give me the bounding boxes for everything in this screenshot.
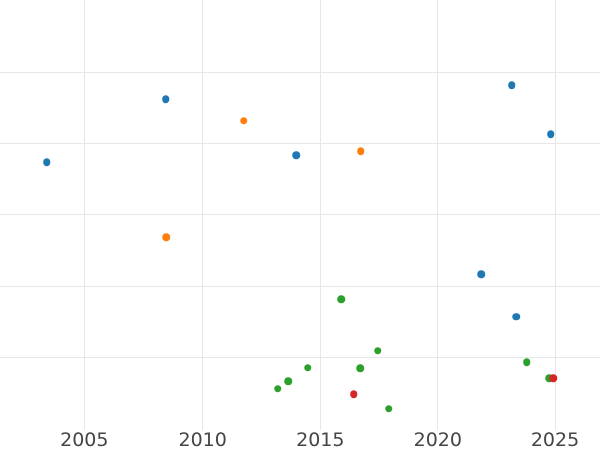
y-gridline bbox=[0, 71, 600, 73]
x-tick-label: 2005 bbox=[60, 429, 109, 450]
series-blue-point bbox=[161, 95, 170, 104]
series-orange-point bbox=[356, 147, 365, 155]
series-green-point bbox=[337, 295, 346, 304]
series-blue-point bbox=[507, 81, 516, 89]
series-green-point bbox=[384, 404, 393, 413]
x-tick-label: 2010 bbox=[178, 429, 227, 450]
series-blue-point bbox=[477, 270, 486, 279]
series-green-point bbox=[356, 364, 365, 373]
series-blue-point bbox=[546, 130, 555, 138]
series-green-point bbox=[284, 377, 292, 385]
series-green-point bbox=[373, 346, 382, 355]
y-gridline bbox=[0, 214, 600, 216]
series-red-point bbox=[549, 374, 557, 382]
y-gridline bbox=[0, 142, 600, 144]
series-green-point bbox=[273, 384, 282, 393]
series-red-point bbox=[349, 390, 358, 399]
x-tick-label: 2025 bbox=[530, 429, 580, 450]
series-blue-point bbox=[42, 158, 51, 167]
y-gridline bbox=[0, 285, 600, 287]
x-tick-label: 2020 bbox=[413, 429, 462, 450]
series-orange-point bbox=[239, 116, 248, 125]
y-gridline bbox=[0, 356, 600, 358]
series-green-point bbox=[522, 358, 531, 367]
series-blue-point bbox=[292, 151, 300, 160]
series-orange-point bbox=[162, 233, 170, 242]
series-green-point bbox=[303, 363, 312, 372]
x-tick-label: 2015 bbox=[296, 429, 345, 450]
series-blue-point bbox=[512, 312, 520, 321]
